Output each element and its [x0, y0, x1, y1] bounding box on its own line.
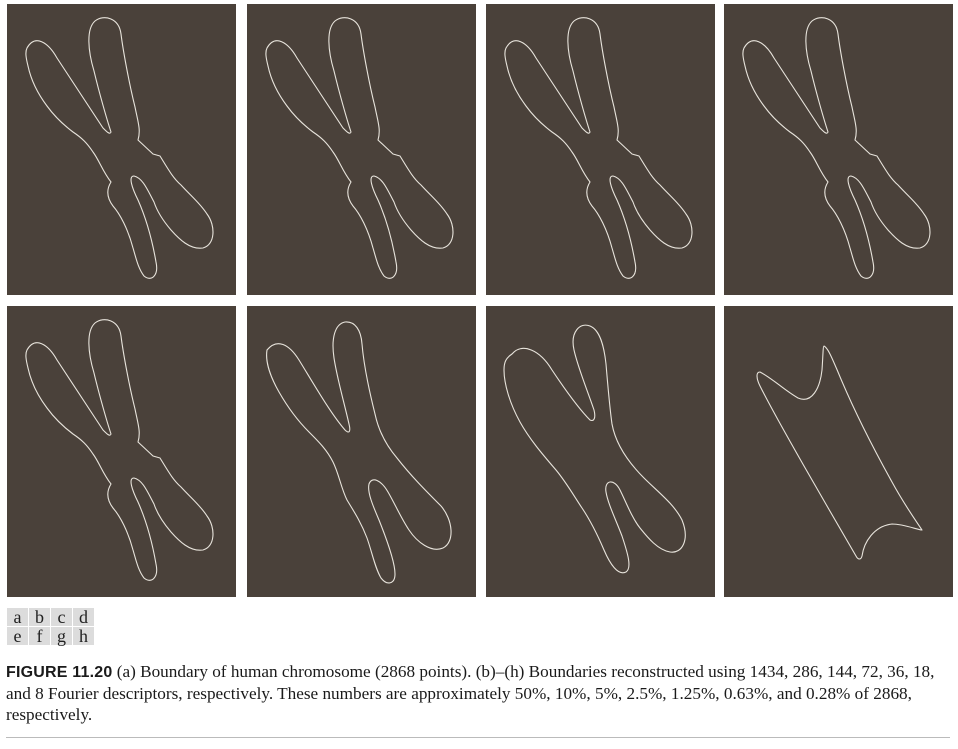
- panel-key-a: a: [7, 608, 28, 626]
- panel-f-36-descriptors: [247, 306, 476, 597]
- chromosome-boundary-drawing: [266, 321, 452, 584]
- chromosome-boundary-drawing: [25, 17, 214, 279]
- panel-b-1434-descriptors: [247, 4, 476, 295]
- chromosome-boundary-drawing: [504, 17, 693, 279]
- chromosome-boundary-outline: [265, 17, 454, 279]
- chromosome-boundary-drawing: [756, 345, 923, 560]
- chromosome-boundary-outline: [25, 319, 214, 581]
- chromosome-boundary-outline: [503, 324, 686, 574]
- figure-caption: FIGURE 11.20 (a) Boundary of human chrom…: [6, 661, 950, 725]
- chromosome-boundary-drawing: [503, 324, 686, 574]
- caption-divider: [6, 737, 950, 738]
- chromosome-boundary-outline: [25, 17, 214, 279]
- panel-a-boundary-2868-points: [7, 4, 236, 295]
- panel-h-8-descriptors: [724, 306, 953, 597]
- panel-key-row: e f g h: [7, 627, 94, 645]
- panel-key-e: e: [7, 627, 28, 645]
- figure-number: FIGURE 11.20: [6, 664, 113, 681]
- panel-letter-key: a b c d e f g h: [6, 607, 95, 646]
- chromosome-boundary-drawing: [742, 17, 931, 279]
- chromosome-boundary-outline: [266, 321, 452, 584]
- panel-d-144-descriptors: [724, 4, 953, 295]
- panel-key-b: b: [29, 608, 50, 626]
- panel-key-c: c: [51, 608, 72, 626]
- caption-text: (a) Boundary of human chromosome (2868 p…: [6, 662, 935, 724]
- chromosome-boundary-outline: [504, 17, 693, 279]
- panel-g-18-descriptors: [486, 306, 715, 597]
- chromosome-boundary-outline: [742, 17, 931, 279]
- panel-c-286-descriptors: [486, 4, 715, 295]
- panel-key-row: a b c d: [7, 608, 94, 626]
- chromosome-boundary-drawing: [25, 319, 214, 581]
- panel-key-f: f: [29, 627, 50, 645]
- chromosome-boundary-drawing: [265, 17, 454, 279]
- panel-key-h: h: [73, 627, 94, 645]
- chromosome-boundary-outline: [756, 345, 923, 560]
- panel-key-g: g: [51, 627, 72, 645]
- panel-e-72-descriptors: [7, 306, 236, 597]
- panel-key-d: d: [73, 608, 94, 626]
